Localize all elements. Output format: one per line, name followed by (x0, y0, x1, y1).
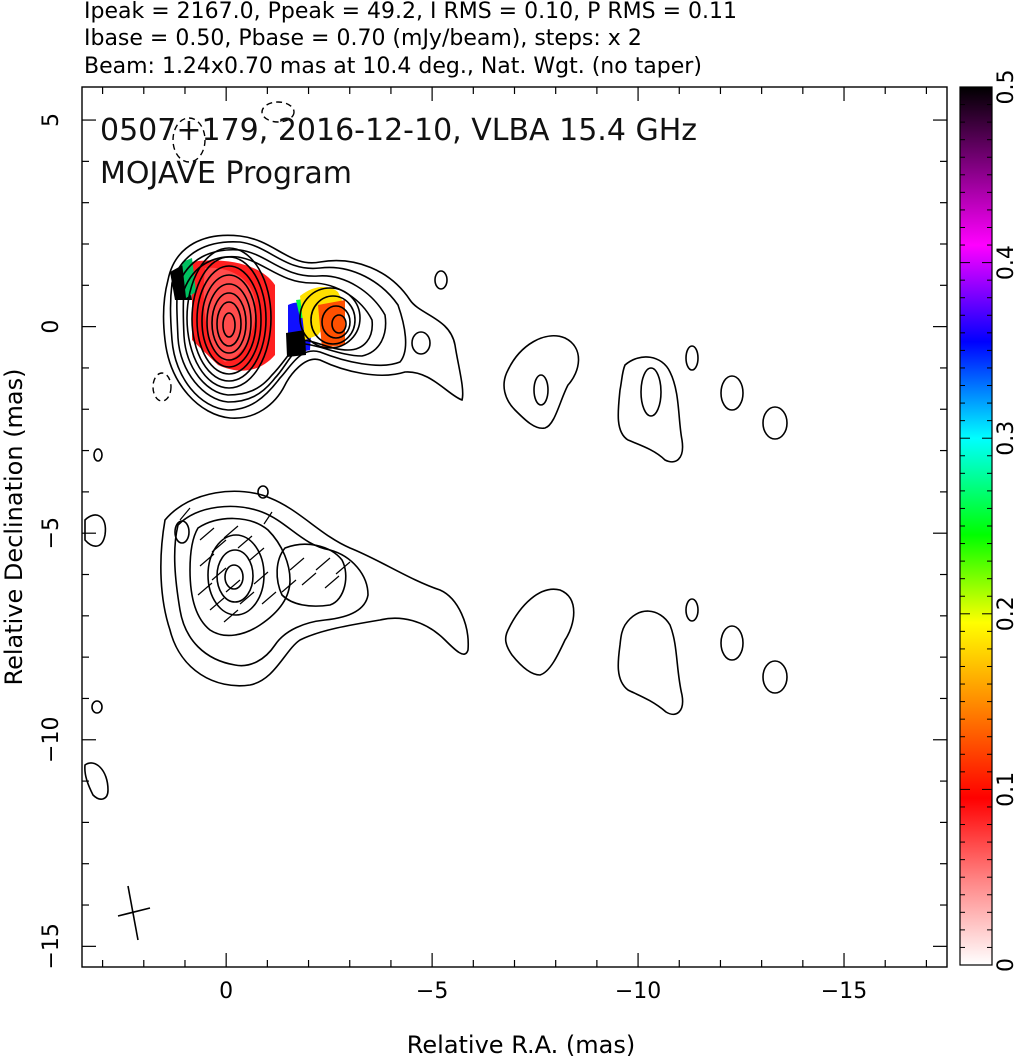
colorbar-tick-label: 0.4 (994, 245, 1019, 280)
colorbar-tick-label: 0.2 (994, 596, 1019, 631)
x-tick-label: −10 (615, 979, 661, 1004)
lower-polarization-map (84, 485, 788, 800)
plot-frame (81, 86, 948, 968)
colorbar-tick-label: 0 (994, 958, 1019, 972)
colorbar-tick-label: 0.1 (994, 772, 1019, 807)
colorbar (959, 86, 993, 966)
upper-contour-map (93, 101, 788, 463)
x-tick-label: −15 (821, 979, 867, 1004)
x-tick-label: 0 (219, 979, 233, 1004)
y-tick-label: −10 (39, 717, 64, 763)
evpa-ticks (179, 507, 351, 623)
header-line-3: Beam: 1.24x0.70 mas at 10.4 deg., Nat. W… (84, 54, 702, 79)
source-annotation: 0507+179, 2016-12-10, VLBA 15.4 GHz (100, 113, 697, 148)
y-tick-label: 0 (39, 320, 64, 334)
header-line-2: Ibase = 0.50, Pbase = 0.70 (mJy/beam), s… (84, 26, 642, 51)
beam-cross-icon (117, 885, 151, 941)
colorbar-axis: 0 0.1 0.2 0.3 0.4 0.5 (960, 70, 1019, 972)
y-tick-label: −5 (39, 517, 64, 549)
plot-content (84, 101, 788, 941)
header-line-1: Ipeak = 2167.0, Ppeak = 49.2, I RMS = 0.… (84, 0, 737, 24)
program-annotation: MOJAVE Program (100, 156, 352, 191)
x-tick-label: −5 (416, 979, 448, 1004)
x-axis-label: Relative R.A. (mas) (407, 1031, 635, 1059)
y-tick-label: 5 (39, 113, 64, 127)
colorbar-tick-label: 0.3 (994, 421, 1019, 456)
y-axis-label: Relative Declination (mas) (0, 368, 28, 685)
y-tick-label: −15 (39, 923, 64, 969)
axes: 0 −5 −10 −15 5 0 −5 −10 −15 (39, 87, 947, 1004)
colorbar-tick-label: 0.5 (994, 70, 1019, 105)
